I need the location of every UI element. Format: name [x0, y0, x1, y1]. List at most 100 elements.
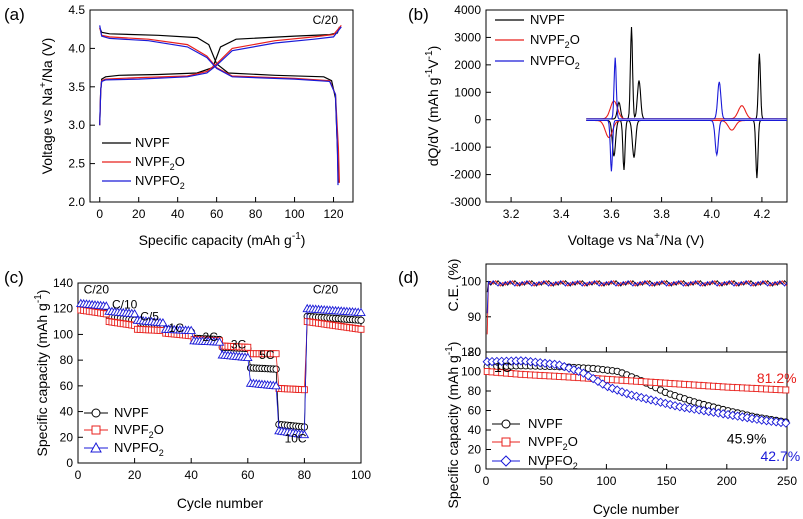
marker-c-nvpf2o: [300, 386, 308, 394]
retention-nvpf: 45.9%: [727, 431, 767, 447]
y-tick-label: -2000: [450, 168, 481, 182]
x-tick-label: 100: [285, 207, 305, 221]
rate-label: 2C: [203, 330, 219, 344]
x-tick-label: 3.8: [653, 207, 670, 221]
x-tick-label: 4.0: [703, 207, 720, 221]
panel-a-curves: [99, 25, 342, 186]
x-tick-label: 0: [75, 468, 82, 482]
y-tick-label: 3.0: [68, 118, 85, 132]
rate-label: 10C: [285, 431, 307, 445]
marker-d-nvpf2o: [782, 386, 790, 394]
x-tick-label: 0: [96, 207, 103, 221]
y-tick-label: 40: [60, 405, 74, 419]
panel-a: (a) 0 20 40 60 80 100 120 2.0 2.5 3.0 3.5 4.0 4.5 C/…: [4, 3, 354, 248]
legend-d-nvpfo2: NVPFO2: [528, 453, 578, 471]
x-tick-label: 20: [132, 207, 146, 221]
y-tick-label: 4000: [454, 3, 481, 17]
legend-d-nvpf: NVPF: [528, 416, 563, 431]
x-tick-label: 120: [324, 207, 344, 221]
x-tick-label: 3.2: [503, 207, 520, 221]
panel-d-xlabel: Cycle number: [593, 501, 680, 517]
y-tick-label: 90: [468, 310, 482, 324]
y-tick-label: 100: [53, 327, 73, 341]
x-tick-label: 200: [717, 474, 737, 488]
x-tick-label: 250: [777, 474, 797, 488]
curve-b-nvpf-discharge: [586, 119, 787, 179]
curve-a-nvpf2o-charge: [99, 25, 342, 126]
panel-c-frame: [77, 282, 362, 464]
panel-a-ylabel: Voltage vs Na+/Na (V): [38, 38, 55, 175]
x-tick-label: 100: [596, 474, 616, 488]
x-tick-label: 80: [249, 207, 263, 221]
x-tick-label: 80: [298, 468, 312, 482]
y-tick-label: 140: [53, 276, 73, 290]
y-tick-label: 100: [461, 365, 481, 379]
legend-b-nvpf2o: NVPF2O: [530, 32, 580, 50]
marker-c-nvpfo2: [158, 317, 168, 327]
x-tick-label: 150: [657, 474, 677, 488]
rate-label: C/5: [140, 309, 159, 323]
y-tick-label: -1000: [450, 140, 481, 154]
panel-c-ticks: 0 20 40 60 80 100 0 20 40 60 80 100 120 140: [53, 276, 371, 482]
y-tick-label: 60: [60, 379, 74, 393]
x-tick-label: 3.6: [603, 207, 620, 221]
rate-label: 1C: [169, 321, 185, 335]
y-tick-label: 60: [468, 404, 482, 418]
curve-a-nvpf-charge: [99, 26, 340, 126]
y-tick-label: 2.0: [68, 195, 85, 209]
legend-a-nvpf: NVPF: [135, 135, 170, 150]
y-tick-label: 80: [468, 345, 482, 359]
legend-c-nvpf2o: NVPF2O: [114, 422, 164, 440]
panel-d: (d) 80 90 100 0 50 100 150 200 250 0 20 40 60 80 100 12…: [398, 259, 800, 517]
y-tick-label: 4.0: [68, 41, 85, 55]
legend-c-nvpf-marker: [91, 408, 101, 418]
x-tick-label: 40: [171, 207, 185, 221]
panel-a-ticks: 0 20 40 60 80 100 120 2.0 2.5 3.0 3.5 4.0 4.5: [68, 3, 344, 221]
marker-c-nvpfo2: [356, 307, 366, 317]
marker-c-nvpf2o: [272, 350, 280, 358]
rate-label: C/10: [112, 298, 138, 312]
legend-d-nvpf2o: NVPF2O: [528, 434, 578, 452]
y-tick-label: 4.5: [68, 3, 85, 17]
y-tick-label: 20: [468, 443, 482, 457]
retention-nvpfo2: 42.7%: [761, 448, 801, 464]
y-tick-label: 40: [468, 423, 482, 437]
legend-a-nvpf2o: NVPF2O: [135, 154, 185, 172]
x-tick-label: 3.4: [553, 207, 570, 221]
y-tick-label: 0: [66, 456, 73, 470]
y-tick-label: 100: [461, 275, 481, 289]
x-tick-label: 60: [241, 468, 255, 482]
y-tick-label: 3.5: [68, 80, 85, 94]
y-tick-label: 1000: [454, 85, 481, 99]
legend-d-nvpfo2-marker: [500, 455, 512, 467]
y-tick-label: 3000: [454, 30, 481, 44]
panel-b-ticks: 3.2 3.4 3.6 3.8 4.0 4.2 -3000 -2000 -1000 0 1000 20…: [450, 3, 770, 221]
y-tick-label: 2000: [454, 58, 481, 72]
panel-a-xlabel: Specific capacity (mAh g-1): [139, 231, 306, 248]
panel-c-xlabel: Cycle number: [177, 495, 264, 511]
y-tick-label: 80: [468, 384, 482, 398]
y-tick-label: 0: [474, 462, 481, 476]
panel-d-markers: [482, 279, 791, 428]
panel-b-frame: [485, 9, 788, 203]
marker-c-nvpf2o: [357, 325, 365, 333]
legend-a-nvpfo2: NVPFO2: [135, 173, 185, 191]
retention-nvpf2o: 81.2%: [757, 370, 797, 386]
curve-a-nvpf-discharge: [99, 27, 339, 183]
marker-c-nvpfo2: [243, 352, 253, 362]
rate-label: 3C: [231, 338, 247, 352]
marker-c-nvpfo2: [299, 429, 310, 439]
x-tick-label: 20: [128, 468, 142, 482]
panel-b-curves: [586, 26, 787, 179]
x-tick-label: 60: [210, 207, 224, 221]
ce-nvpf2o: [486, 279, 788, 335]
x-tick-label: 0: [483, 474, 490, 488]
y-tick-label: 80: [60, 353, 74, 367]
panel-d-legend: NVPF NVPF2O NVPFO2: [492, 416, 578, 471]
legend-d-nvpf-marker: [501, 419, 511, 429]
panel-d-top-frame: [485, 263, 788, 353]
legend-c-nvpf: NVPF: [114, 405, 149, 420]
legend-c-nvpfo2-marker: [90, 441, 102, 453]
panel-c-label: (c): [4, 268, 24, 287]
